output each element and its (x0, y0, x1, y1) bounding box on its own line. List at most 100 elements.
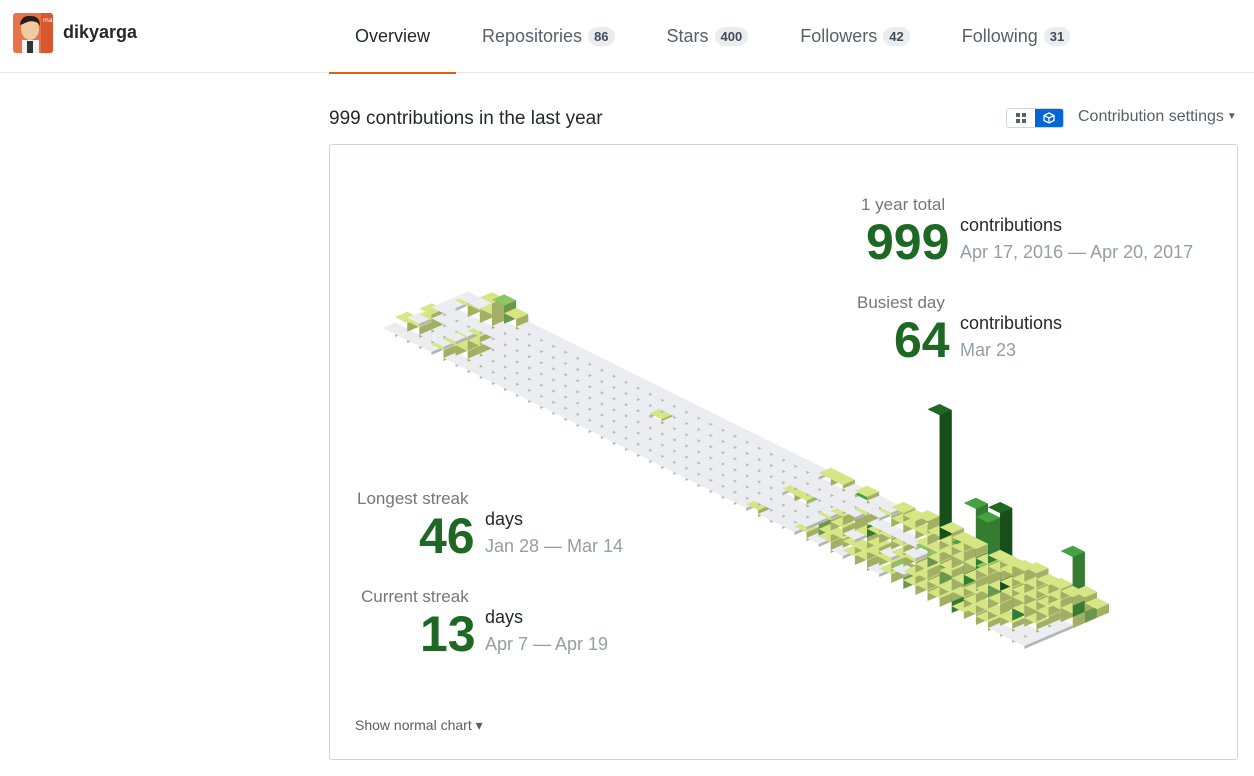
cell-top (528, 394, 553, 406)
cell-top (612, 414, 638, 426)
cell-top (818, 482, 843, 494)
grid-icon (1016, 113, 1026, 123)
cell-top (988, 502, 1013, 514)
cell-top (988, 549, 1013, 562)
cell-top (588, 391, 613, 403)
cell-top (782, 453, 807, 465)
cell-top (552, 362, 577, 374)
cell-top (806, 499, 831, 511)
cell-top (709, 484, 734, 496)
contribution-cell (1084, 597, 1109, 618)
grid-view-button[interactable] (1007, 109, 1035, 127)
cell-top (697, 467, 722, 479)
cell-top (431, 324, 456, 336)
cell-top (721, 457, 746, 469)
cell-top (552, 350, 577, 362)
cell-top (625, 398, 650, 410)
cell-top (552, 373, 577, 385)
cell-right-side (915, 553, 928, 562)
cell-top (649, 454, 674, 466)
cell-top (600, 397, 625, 409)
tab-label: Following (961, 26, 1038, 46)
contribution-cell (794, 515, 819, 530)
cell-top (806, 476, 831, 488)
username[interactable]: dikyarga (63, 22, 138, 42)
cell-top (854, 500, 880, 512)
cell-top (818, 494, 843, 506)
cell-right-side (939, 410, 952, 540)
cell-top (649, 443, 674, 455)
cell-top (540, 367, 565, 379)
settings-label: Contribution settings (1078, 108, 1224, 125)
cell-top (903, 547, 928, 559)
tab-overview[interactable]: Overview (329, 0, 457, 74)
cell-top (685, 461, 710, 473)
cell-top (528, 361, 553, 373)
avatar-icon[interactable]: maz (13, 13, 53, 53)
cell-top (758, 441, 783, 453)
tab-stars[interactable]: Stars 400 (641, 0, 775, 73)
isometric-view-button[interactable] (1035, 109, 1063, 127)
cell-top (733, 440, 759, 452)
cell-top (709, 462, 734, 474)
cell-top (673, 444, 698, 456)
cell-top (770, 503, 795, 515)
cell-top (431, 335, 456, 347)
contribution-cell (1048, 619, 1073, 634)
cell-right-side (927, 564, 940, 579)
cell-top (770, 514, 795, 526)
cell-top (516, 388, 541, 400)
cell-top (443, 352, 468, 364)
contribution-cell (1024, 629, 1049, 644)
cell-top (612, 436, 638, 448)
cell-top (697, 434, 722, 446)
tab-label: Stars (666, 26, 709, 46)
contributions-title: 999 contributions in the last year (329, 108, 603, 129)
cell-top (673, 455, 698, 467)
tab-label: Followers (800, 26, 878, 46)
cell-top (721, 434, 746, 446)
cell-top (1000, 628, 1025, 640)
cell-top (770, 470, 795, 482)
cell-top (528, 350, 553, 362)
show-normal-chart-link[interactable]: Show normal chart ▾ (355, 717, 483, 733)
cell-top (661, 416, 686, 428)
cell-top (600, 408, 625, 420)
contribution-cell (963, 537, 988, 558)
busiest-day-range: Mar 23 (960, 340, 1017, 360)
cell-top (963, 497, 988, 509)
cell-top (1060, 545, 1085, 557)
cell-right-side (975, 543, 988, 558)
cell-top (988, 622, 1013, 634)
cell-top (395, 328, 420, 340)
cell-top (600, 374, 625, 386)
cell-top (637, 392, 662, 404)
cell-top (975, 511, 1001, 523)
cell-top (491, 354, 517, 366)
contribution-cell (1036, 624, 1061, 639)
tab-repositories[interactable]: Repositories 86 (456, 0, 641, 73)
cell-top (758, 475, 783, 487)
cell-top (504, 371, 529, 383)
tab-label: Overview (355, 26, 431, 46)
cell-top (516, 344, 541, 356)
cell-top (504, 382, 529, 394)
tab-counter: 42 (883, 27, 910, 46)
tab-following[interactable]: Following 31 (936, 0, 1097, 73)
contribution-settings-dropdown[interactable]: Contribution settings ▼ (1078, 108, 1237, 126)
cell-top (939, 559, 964, 571)
cell-right-side (1060, 625, 1073, 634)
cell-right-side (1036, 635, 1049, 644)
cell-top (758, 508, 783, 520)
cell-top (552, 395, 577, 407)
cell-top (455, 291, 480, 303)
cell-top (867, 518, 892, 530)
cell-top (842, 528, 867, 540)
cell-top (733, 452, 759, 464)
cell-top (564, 412, 589, 424)
tab-followers[interactable]: Followers 42 (774, 0, 936, 73)
cell-top (564, 345, 589, 357)
cell-right-side (806, 521, 819, 530)
cell-top (625, 442, 650, 454)
cell-top (649, 408, 674, 420)
